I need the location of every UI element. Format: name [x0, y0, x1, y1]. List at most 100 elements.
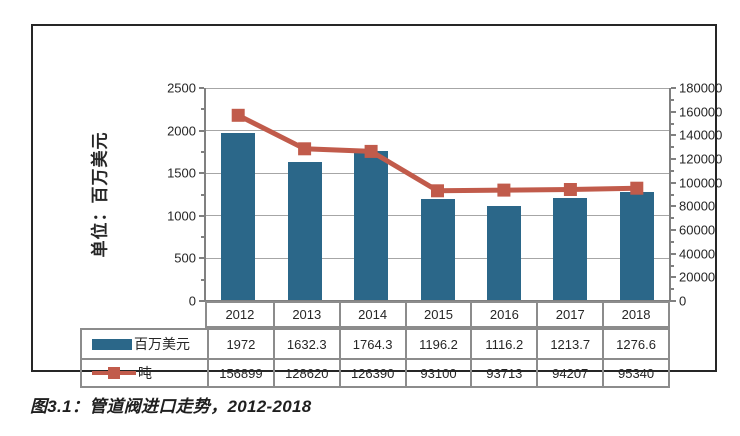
chart-frame: 单位：百万美元 0 500 1000 1500 2000 2500 0 20000 40000…: [31, 24, 722, 388]
right-axis-tick-label: 20000: [679, 269, 716, 285]
right-axis-tick: [671, 158, 676, 160]
left-axis-tick-label: 1000: [167, 208, 196, 224]
usd-value-cell: 1764.3: [338, 330, 405, 358]
left-axis-tick: [199, 257, 204, 260]
gridline: [205, 87, 670, 89]
right-axis-tick-label: 100000: [679, 175, 723, 191]
bar-2018: [619, 192, 654, 301]
left-axis-title: 单位：百万美元: [85, 88, 111, 301]
right-axis-tick-label: 120000: [679, 151, 723, 167]
year-label: 2017: [536, 303, 602, 326]
left-axis-tick: [199, 300, 204, 302]
right-axis-tick: [671, 169, 674, 172]
usd-value-cell: 1972: [207, 330, 273, 358]
left-axis-line: [204, 88, 206, 301]
right-axis-tick: [671, 181, 676, 184]
right-axis-tick-label: 160000: [679, 104, 723, 120]
left-axis-tick: [201, 278, 204, 281]
year-label: 2013: [272, 303, 339, 326]
tons-value-cell: 94207: [536, 358, 603, 386]
year-label: 2015: [404, 303, 471, 326]
left-axis-title-text: 单位：百万美元: [90, 131, 110, 258]
tons-value-cell: 93100: [404, 358, 471, 386]
legend-line-series-label: 吨: [138, 365, 152, 381]
right-axis-tick: [671, 217, 674, 220]
bar-2013: [287, 161, 322, 301]
year-label: 2012: [225, 307, 255, 322]
line-marker-2015: [431, 184, 444, 198]
usd-value-cell: 1196.2: [404, 330, 471, 358]
figure-caption: 图3.1：管道阀进口走势，2012-2018: [30, 397, 312, 416]
line-marker-2012: [231, 108, 245, 122]
right-axis-tick: [671, 98, 674, 101]
right-axis-tick: [671, 146, 674, 149]
left-axis-tick: [199, 87, 204, 89]
left-axis-tick-label: 0: [188, 293, 196, 309]
usd-value-cell: 1632.3: [272, 330, 339, 358]
right-axis-tick-label: 0: [679, 293, 687, 309]
line-marker-2016: [497, 183, 511, 197]
right-axis-tick: [671, 205, 676, 208]
line-swatch-marker: [108, 367, 120, 379]
right-axis-tick: [671, 134, 676, 137]
left-axis-tick: [199, 214, 204, 217]
right-axis-tick: [671, 288, 674, 291]
bar-2012: [221, 133, 256, 301]
left-axis-tick: [199, 129, 204, 132]
left-axis-tick-label: 2500: [167, 80, 196, 96]
left-axis-tick: [201, 108, 204, 111]
tons-value-cell: 93713: [470, 358, 537, 386]
tons-value-cell: 128620: [272, 358, 339, 386]
bar-2014: [354, 150, 389, 301]
left-axis-tick-label: 2000: [167, 123, 196, 139]
right-axis-tick-label: 80000: [679, 198, 716, 214]
data-table: 百万美元 1972 1632.3 1764.3 1196.2 1116.2 1213.7 12…: [80, 328, 670, 388]
tons-line: [237, 113, 637, 194]
usd-value-cell: 1213.7: [536, 330, 602, 358]
right-axis-tick-label: 40000: [679, 246, 716, 262]
bar-2017: [553, 197, 588, 301]
right-axis-tick-label: 60000: [679, 222, 716, 238]
right-axis-tick-label: 180000: [679, 80, 723, 96]
legend-bar-series: 百万美元: [82, 330, 207, 358]
line-series-swatch-icon: [92, 367, 136, 379]
usd-value-cell: 1116.2: [470, 330, 536, 358]
year-label: 2016: [470, 303, 536, 326]
right-axis-tick: [671, 252, 676, 255]
left-axis-tick: [199, 172, 204, 175]
right-axis-tick: [671, 229, 676, 231]
right-axis-tick: [671, 264, 674, 267]
bar-2016: [486, 205, 521, 301]
line-series-layer: [231, 108, 644, 198]
left-axis-tick: [201, 236, 204, 239]
year-label: 2014: [338, 303, 405, 326]
line-marker-2018: [630, 181, 644, 195]
line-marker-2017: [563, 183, 577, 196]
right-axis-tick: [671, 276, 676, 279]
x-axis-category-row: 2012 2013 2014 2015 2016 2017 2018: [205, 301, 670, 328]
left-axis-tick-label: 1500: [167, 165, 196, 181]
line-marker-2013: [298, 142, 312, 156]
year-label: 2018: [602, 303, 668, 326]
right-axis-tick: [671, 240, 674, 243]
left-axis-tick: [201, 150, 204, 153]
right-axis-line: [669, 88, 671, 301]
usd-value-cell: 1276.6: [602, 330, 668, 358]
tons-value-cell: 156899: [207, 358, 273, 386]
right-axis-tick: [671, 122, 674, 125]
right-axis-tick: [671, 193, 674, 196]
right-axis-tick-label: 140000: [679, 127, 723, 143]
left-axis-tick: [201, 193, 204, 196]
tons-value-cell: 95340: [602, 358, 668, 386]
left-axis-tick-label: 500: [174, 250, 196, 266]
line-marker-2014: [364, 144, 378, 158]
right-axis-tick: [671, 110, 676, 113]
bar-2015: [420, 199, 455, 301]
gridline: [205, 172, 670, 174]
right-axis-tick: [671, 300, 676, 302]
gridline: [205, 130, 670, 132]
plot-area: [199, 87, 676, 302]
legend-line-series: 吨: [82, 358, 207, 386]
legend-bar-series-label: 百万美元: [134, 336, 190, 352]
